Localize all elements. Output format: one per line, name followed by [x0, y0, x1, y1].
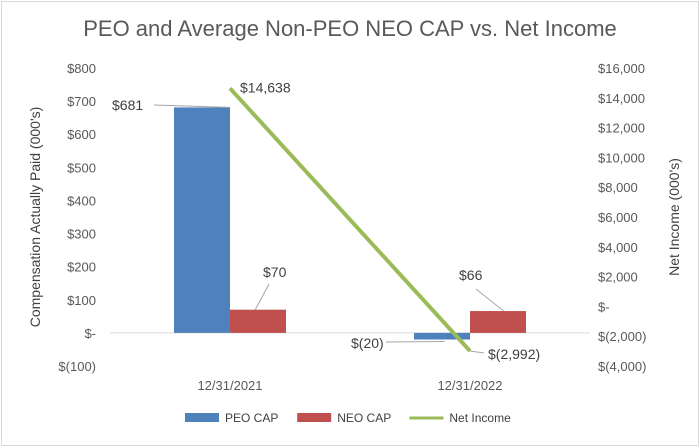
neo-cap-legend-label: NEO CAP [337, 411, 391, 425]
right-tick-label: $16,000 [598, 61, 645, 76]
left-tick-label: $100 [67, 293, 96, 308]
peo-cap-legend-swatch [185, 413, 219, 422]
left-tick-label: $500 [67, 160, 96, 175]
right-tick-label: $- [598, 299, 610, 314]
right-tick-label: $10,000 [598, 150, 645, 165]
left-tick-label: $(100) [58, 359, 96, 374]
right-tick-label: $14,000 [598, 91, 645, 106]
neo-cap-leader-line [476, 289, 504, 311]
neo-cap-data-label: $70 [263, 264, 287, 280]
right-tick-label: $(4,000) [598, 359, 646, 374]
peo-cap-data-label: $681 [112, 97, 143, 113]
left-tick-label: $200 [67, 260, 96, 275]
neo-cap-legend-swatch [297, 413, 331, 422]
left-tick-label: $700 [67, 94, 96, 109]
left-tick-label: $- [84, 326, 96, 341]
left-tick-label: $600 [67, 127, 96, 142]
net-income-leader-line [470, 351, 484, 353]
peo-cap-legend-label: PEO CAP [225, 411, 278, 425]
right-tick-label: $8,000 [598, 180, 638, 195]
left-tick-label: $800 [67, 61, 96, 76]
neo-cap-leader-line [255, 284, 269, 310]
right-axis-label: Net Income (000's) [666, 158, 682, 276]
left-axis-label: Compensation Actually Paid (000's) [27, 107, 43, 328]
peo-cap-data-label: $(20) [351, 335, 384, 351]
right-tick-label: $(2,000) [598, 329, 646, 344]
peo-cap-bar [174, 107, 230, 332]
neo-cap-bar [470, 311, 526, 333]
right-tick-label: $6,000 [598, 210, 638, 225]
right-tick-label: $12,000 [598, 121, 645, 136]
peo-cap-leader-line [154, 105, 230, 107]
left-tick-label: $400 [67, 193, 96, 208]
neo-cap-bar [230, 310, 286, 333]
category-label: 12/31/2022 [437, 378, 502, 393]
net-income-legend-label: Net Income [449, 411, 511, 425]
neo-cap-data-label: $66 [459, 267, 483, 283]
category-label: 12/31/2021 [197, 378, 262, 393]
left-tick-label: $300 [67, 227, 96, 242]
peo-cap-bar [414, 333, 470, 340]
right-tick-label: $2,000 [598, 270, 638, 285]
right-tick-label: $4,000 [598, 240, 638, 255]
net-income-data-label: $14,638 [240, 79, 291, 95]
net-income-data-label: $(2,992) [488, 346, 540, 362]
